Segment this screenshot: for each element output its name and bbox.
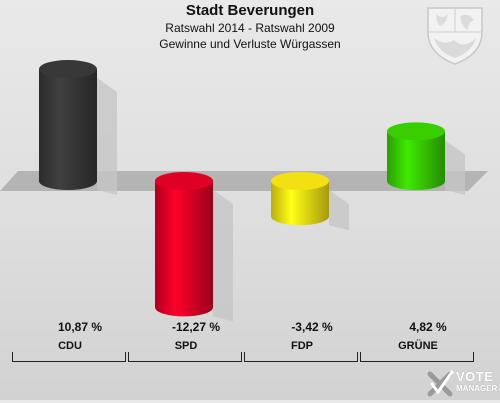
category-axis-bracket — [244, 352, 358, 362]
category-axis-bracket — [12, 352, 126, 362]
bar-shadow-spd — [213, 190, 233, 322]
bar-fdp — [271, 181, 329, 226]
bar-grüne — [387, 131, 445, 190]
page-title: Stadt Beverungen — [185, 2, 315, 19]
zero-baseline-band — [0, 171, 488, 191]
logo-text-manager: MANAGER — [456, 384, 498, 393]
value-label: 4,82 % — [409, 320, 447, 334]
bar-shadow-fdp — [329, 190, 349, 231]
chart-subtitle-1: Ratswahl 2014 - Ratswahl 2009 — [165, 21, 335, 35]
checkmark-x-icon — [427, 370, 454, 397]
bar-shadow-cdu — [97, 78, 117, 195]
category-axis-bracket — [128, 352, 242, 362]
category-label: FDP — [291, 340, 313, 352]
value-label: -3,42 % — [291, 320, 333, 334]
vote-manager-logo: VOTE MANAGER — [426, 368, 500, 398]
bar-shadow-grüne — [445, 140, 465, 195]
bar-cap-spd — [155, 172, 213, 190]
bar-cap-fdp — [271, 172, 329, 190]
category-axis-bracket — [360, 352, 474, 362]
category-label: SPD — [174, 340, 198, 352]
category-label: CDU — [58, 340, 82, 352]
chart-subtitle-2: Gewinne und Verluste Würgassen — [159, 37, 341, 51]
bar-cap-cdu — [39, 60, 97, 79]
logo-text-vote: VOTE — [456, 369, 494, 384]
category-label: GRÜNE — [398, 340, 438, 352]
coat-of-arms-icon — [427, 7, 483, 65]
bar-spd — [155, 181, 213, 317]
bar-cdu — [39, 69, 97, 190]
value-label: -12,27 % — [171, 320, 221, 334]
value-label: 10,87 % — [57, 320, 103, 334]
bar-cap-grüne — [387, 122, 445, 141]
